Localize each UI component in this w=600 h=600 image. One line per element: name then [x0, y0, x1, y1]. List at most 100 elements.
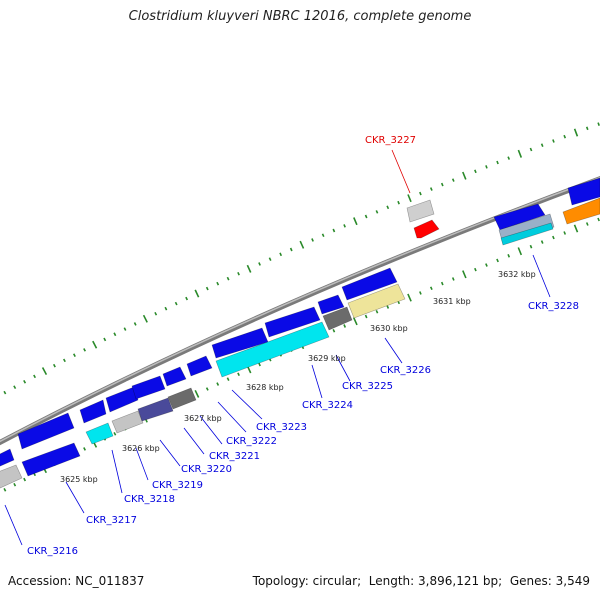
minor-tick	[113, 332, 117, 337]
minor-tick	[451, 178, 455, 182]
gene-arrow[interactable]	[317, 294, 345, 315]
scale-label: 3627 kbp	[184, 414, 222, 423]
gene-arrow[interactable]	[105, 386, 139, 413]
minor-tick	[332, 228, 336, 233]
gene-label[interactable]: CKR_3226	[380, 365, 431, 376]
gene-label[interactable]: CKR_3221	[209, 451, 260, 462]
gene-arrow[interactable]	[131, 375, 166, 400]
minor-tick	[474, 169, 477, 174]
major-tick	[573, 128, 579, 137]
minor-tick	[375, 309, 379, 314]
gene-arrow-highlight[interactable]	[413, 219, 440, 239]
gene-box[interactable]	[215, 321, 330, 378]
gene-arrow[interactable]	[17, 412, 75, 450]
gene-label[interactable]: CKR_3228	[528, 301, 579, 312]
minor-tick	[552, 139, 555, 143]
minor-tick	[397, 200, 400, 205]
major-tick	[92, 340, 98, 349]
gene-arrow[interactable]	[264, 306, 321, 338]
scale-label: 3631 kbp	[433, 297, 471, 306]
minor-tick	[72, 353, 76, 357]
minor-tick	[540, 240, 544, 244]
gene-arrow[interactable]	[493, 203, 546, 231]
minor-tick	[83, 348, 87, 352]
minor-tick	[113, 432, 117, 436]
gene-label[interactable]: CKR_3224	[302, 400, 353, 411]
gene-arrow[interactable]	[341, 267, 398, 301]
minor-tick	[23, 477, 27, 482]
minor-tick	[62, 358, 66, 363]
minor-tick	[585, 222, 589, 226]
minor-tick	[332, 328, 336, 333]
minor-tick	[343, 324, 347, 328]
minor-tick	[205, 286, 209, 291]
gene-label[interactable]: CKR_3220	[181, 464, 232, 475]
minor-tick	[597, 217, 600, 222]
minor-tick	[103, 337, 107, 342]
minor-tick	[258, 262, 261, 266]
gene-label[interactable]: CKR_3217	[86, 515, 137, 526]
gene-label[interactable]: CKR_3218	[124, 494, 175, 505]
minor-tick	[123, 327, 127, 331]
major-tick	[194, 289, 200, 298]
minor-tick	[563, 231, 567, 235]
major-tick	[246, 264, 252, 273]
gene-label[interactable]: CKR_3222	[226, 436, 277, 447]
inner-tick-ring	[3, 217, 600, 492]
scale-label: 3632 kbp	[498, 270, 536, 279]
major-tick	[517, 149, 523, 158]
gene-box[interactable]	[562, 197, 600, 225]
forward-genes	[0, 177, 600, 477]
gene-arrow[interactable]	[79, 399, 107, 424]
minor-tick	[23, 380, 27, 384]
minor-tick	[429, 187, 433, 191]
minor-tick	[563, 134, 567, 139]
gene-box[interactable]	[322, 306, 353, 331]
minor-tick	[226, 276, 230, 281]
gene-label[interactable]: CKR_3225	[342, 381, 393, 392]
gene-box[interactable]	[500, 222, 554, 246]
gene-arrow[interactable]	[21, 442, 81, 477]
minor-tick	[3, 390, 7, 395]
gene-label[interactable]: CKR_3216	[27, 546, 78, 557]
minor-tick	[133, 322, 137, 326]
minor-tick	[13, 482, 17, 487]
minor-tick	[216, 281, 220, 286]
minor-tick	[289, 247, 293, 252]
topology-value: circular	[312, 574, 358, 588]
minor-tick	[529, 147, 533, 152]
minor-tick	[343, 224, 346, 228]
gene-label[interactable]: CKR_3223	[256, 422, 307, 433]
major-tick	[352, 317, 358, 326]
minor-tick	[33, 374, 37, 379]
gene-box[interactable]	[0, 464, 23, 489]
gene-box[interactable]	[347, 283, 406, 319]
gene-arrow[interactable]	[162, 366, 187, 387]
minor-tick	[507, 156, 511, 160]
genes-label: Genes:	[509, 574, 552, 588]
gene-box[interactable]	[406, 199, 435, 223]
minor-tick	[311, 238, 314, 242]
length-value: 3,896,121 bp	[418, 574, 499, 588]
gene-arrow[interactable]	[567, 177, 600, 206]
gene-box[interactable]	[137, 397, 174, 422]
major-tick	[462, 171, 467, 180]
gene-label[interactable]: CKR_3219	[152, 480, 203, 491]
genome-title: Clostridium kluyveri NBRC 12016, complet…	[128, 9, 472, 24]
gene-box[interactable]	[85, 422, 114, 445]
minor-tick	[440, 281, 444, 286]
gene-box[interactable]	[111, 410, 144, 434]
minor-tick	[496, 258, 499, 263]
gene-arrow[interactable]	[186, 355, 213, 377]
minor-tick	[485, 263, 488, 267]
minor-tick	[507, 254, 511, 258]
minor-tick	[529, 244, 533, 249]
major-tick	[407, 194, 412, 203]
minor-tick	[205, 387, 209, 391]
gene-label-highlight[interactable]: CKR_3227	[365, 135, 416, 146]
gene-arrow[interactable]	[0, 448, 15, 467]
minor-tick	[237, 271, 240, 276]
gene-box[interactable]	[167, 387, 197, 410]
minor-tick	[496, 160, 499, 165]
